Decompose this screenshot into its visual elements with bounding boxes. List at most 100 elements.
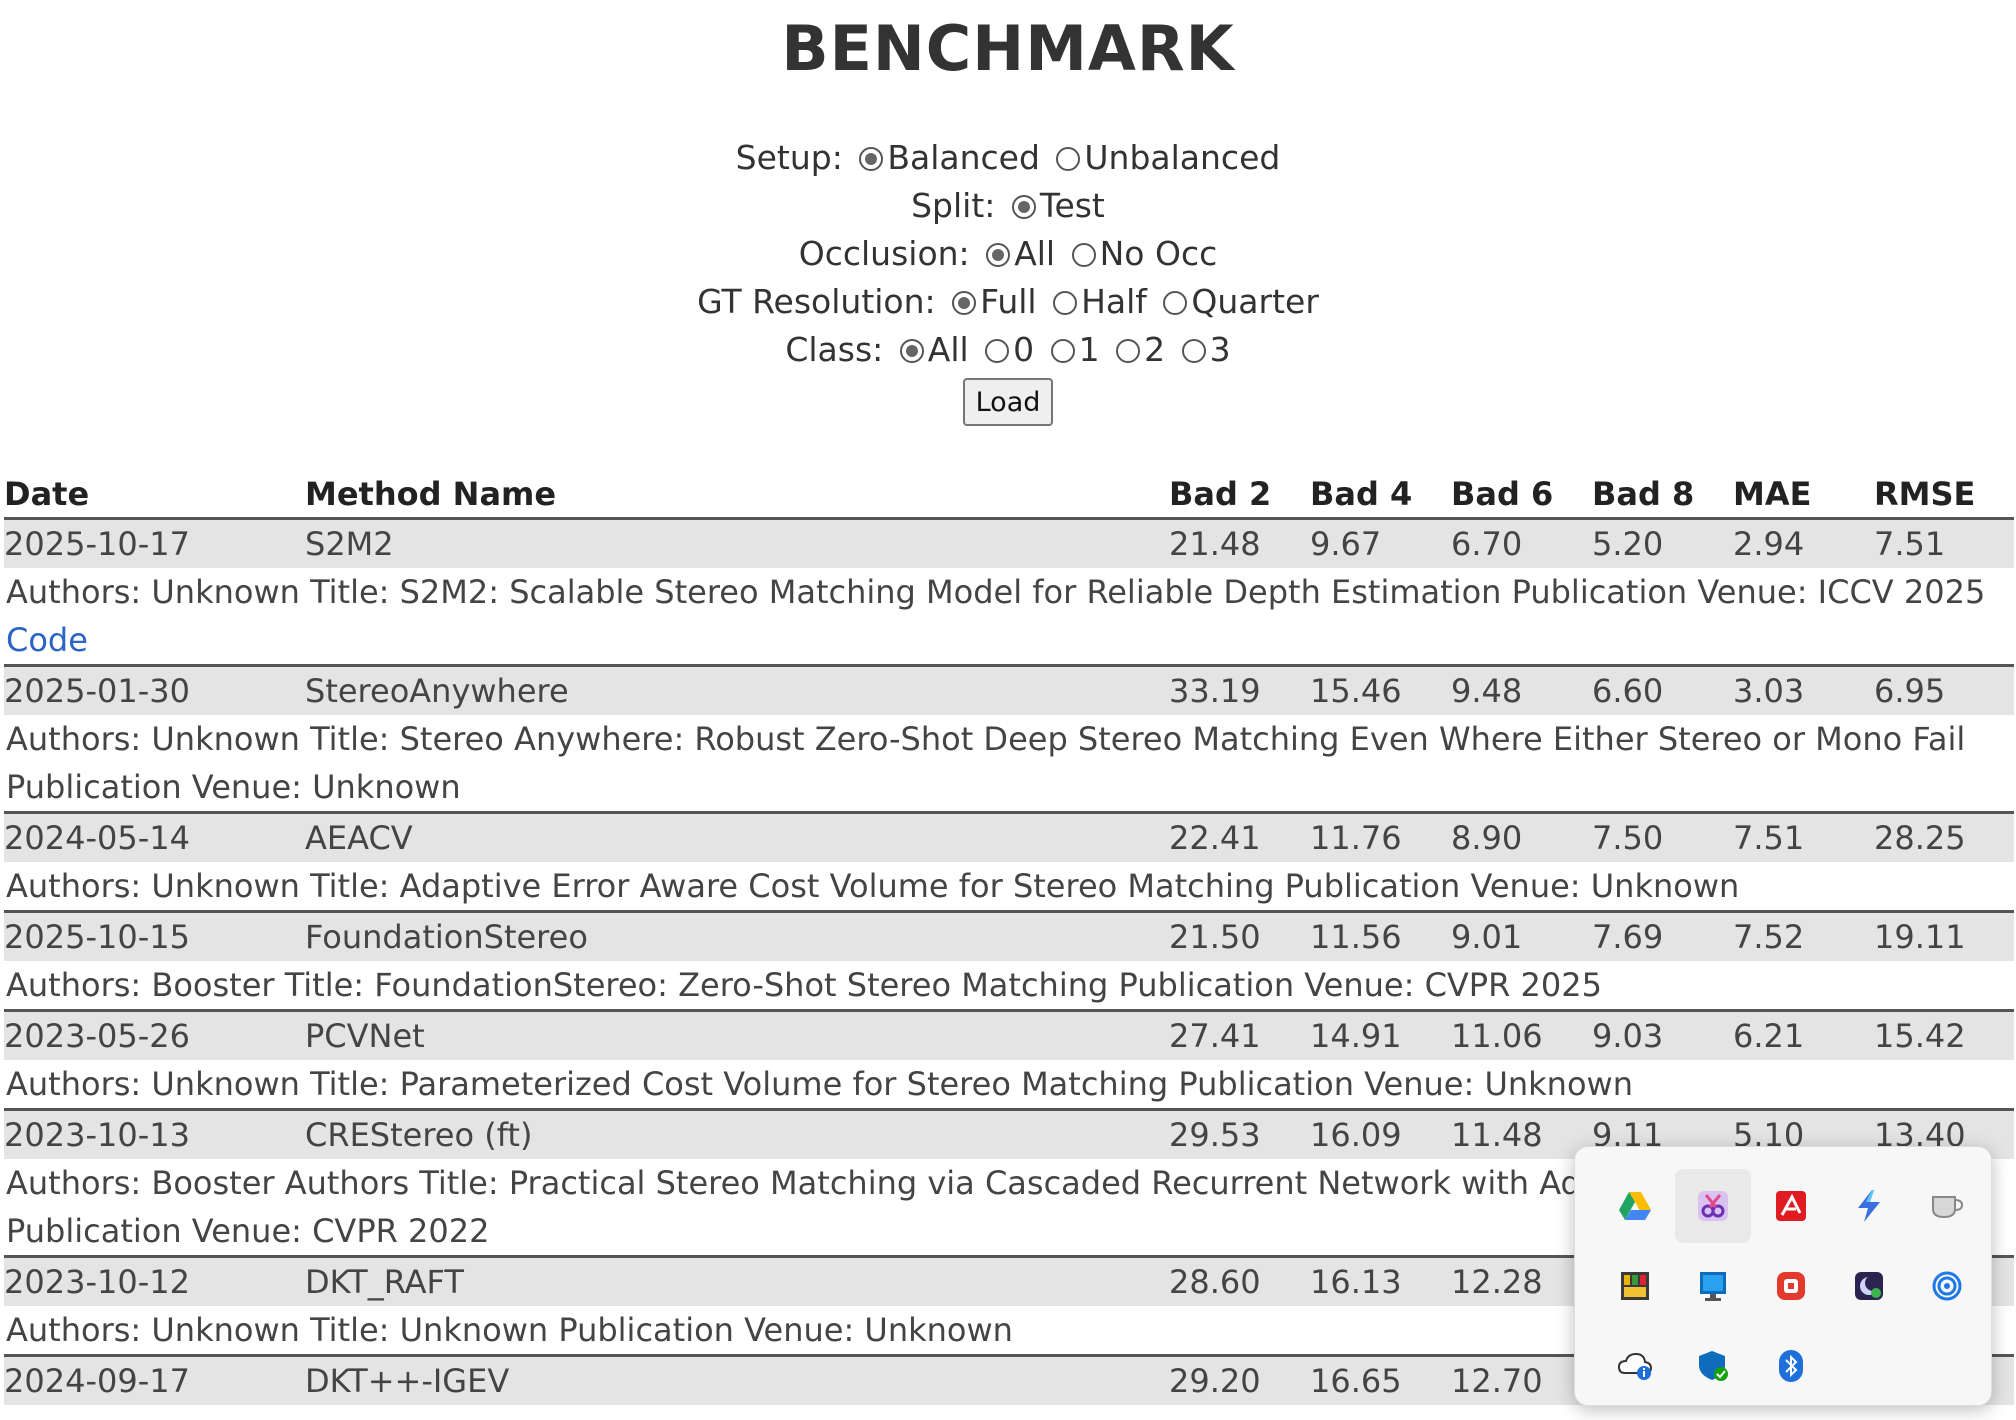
bad6-cell: 8.90 [1451,819,1523,857]
cloud-info-icon[interactable] [1597,1329,1673,1403]
class-all-label: All [927,330,969,369]
details-text: Authors: Unknown Title: Stereo Anywhere:… [6,720,1966,806]
monitor-app-icon[interactable] [1675,1249,1751,1323]
occlusion-all-radio[interactable] [986,243,1011,267]
bad6-cell: 11.48 [1451,1116,1543,1154]
code-link[interactable]: Code [6,621,88,659]
split-label: Split: [911,186,996,225]
rmse-cell: 19.11 [1874,918,1966,956]
bad8-cell: 7.50 [1592,819,1664,857]
bad6-cell: 12.70 [1451,1362,1543,1400]
class-all-radio[interactable] [899,339,924,363]
mae-cell: 2.94 [1733,525,1805,563]
method-name-cell: PCVNet [305,1017,425,1055]
gt-quarter-radio[interactable] [1163,291,1188,315]
date-cell: 2024-05-14 [4,819,190,857]
bad2-cell: 29.53 [1169,1116,1261,1154]
bad2-cell: 27.41 [1169,1017,1261,1055]
date-cell: 2024-09-17 [4,1362,190,1400]
date-cell: 2025-10-17 [4,525,190,563]
bluetooth-icon[interactable] [1753,1329,1829,1403]
setup-unbalanced-radio[interactable] [1056,147,1081,171]
row-details: Authors: Unknown Title: Adaptive Error A… [4,862,2014,913]
setup-label: Setup: [735,138,843,177]
date-cell: 2023-05-26 [4,1017,190,1055]
table-row: 2025-10-17 S2M2 21.48 9.67 6.70 5.20 2.9… [4,520,2014,568]
gt-quarter-label: Quarter [1191,282,1319,321]
date-cell: 2023-10-12 [4,1263,190,1301]
bad2-cell: 22.41 [1169,819,1261,857]
filter-controls: Setup: Balanced Unbalanced Split: Test O… [0,134,2016,426]
table-header: Date Method Name Bad 2 Bad 4 Bad 6 Bad 8… [4,468,2014,520]
row-details: Authors: Unknown Title: Parameterized Co… [4,1060,2014,1111]
setup-row: Setup: Balanced Unbalanced [0,134,2016,182]
split-test-radio[interactable] [1011,195,1036,219]
table-row: 2024-05-14 AEACV 22.41 11.76 8.90 7.50 7… [4,814,2014,862]
bad6-cell: 9.48 [1451,672,1523,710]
setup-balanced-radio[interactable] [859,147,884,171]
mae-cell: 7.51 [1733,819,1805,857]
header-bad6: Bad 6 [1451,475,1554,513]
class-0-radio[interactable] [985,339,1010,363]
rmse-cell: 6.95 [1874,672,1946,710]
occlusion-all-label: All [1014,234,1056,273]
setup-unbalanced-label: Unbalanced [1084,138,1281,177]
rmse-cell: 15.42 [1874,1017,1966,1055]
security-shield-icon[interactable] [1753,1169,1829,1243]
load-button[interactable]: Load [963,378,1053,426]
date-cell: 2023-10-13 [4,1116,190,1154]
details-text: Authors: Unknown Title: Parameterized Co… [6,1065,1633,1103]
bad6-cell: 9.01 [1451,918,1523,956]
gt-resolution-label: GT Resolution: [697,282,936,321]
snipping-tool-icon[interactable] [1675,1169,1751,1243]
windows-security-icon[interactable] [1675,1329,1751,1403]
spiral-app-icon[interactable] [1909,1249,1985,1323]
bad4-cell: 16.09 [1310,1116,1402,1154]
date-cell: 2025-10-15 [4,918,190,956]
coffee-cup-icon[interactable] [1909,1169,1985,1243]
night-owl-app-icon[interactable] [1831,1249,1907,1323]
color-palette-app-icon[interactable] [1597,1249,1673,1323]
rmse-cell: 28.25 [1874,819,1966,857]
bad4-cell: 11.76 [1310,819,1402,857]
split-row: Split: Test [0,182,2016,230]
row-details: Authors: Unknown Title: Stereo Anywhere:… [4,715,2014,814]
row-details: Authors: Booster Authors Title: Practica… [4,1159,2014,1258]
class-1-radio[interactable] [1050,339,1075,363]
bad4-cell: 15.46 [1310,672,1402,710]
header-bad4: Bad 4 [1310,475,1413,513]
mae-cell: 6.21 [1733,1017,1805,1055]
details-text: Authors: Unknown Title: Unknown Publicat… [6,1311,1013,1349]
gt-half-radio[interactable] [1053,291,1078,315]
system-tray-flyout [1574,1146,1992,1406]
bad2-cell: 21.50 [1169,918,1261,956]
row-details: Authors: Unknown Title: S2M2: Scalable S… [4,568,2014,667]
details-text: Authors: Unknown Title: S2M2: Scalable S… [6,573,1986,611]
split-test-label: Test [1039,186,1105,225]
bad8-cell: 5.20 [1592,525,1664,563]
class-2-radio[interactable] [1116,339,1141,363]
bad2-cell: 21.48 [1169,525,1261,563]
gt-full-radio[interactable] [952,291,977,315]
red-app-icon[interactable] [1753,1249,1829,1323]
mae-cell: 3.03 [1733,672,1805,710]
occlusion-noocc-radio[interactable] [1071,243,1096,267]
class-1-label: 1 [1078,330,1100,369]
class-row: Class: All 0 1 2 3 [0,326,2016,374]
header-bad8: Bad 8 [1592,475,1695,513]
header-bad2: Bad 2 [1169,475,1272,513]
benchmark-table: Date Method Name Bad 2 Bad 4 Bad 6 Bad 8… [4,468,2014,1405]
details-text: Authors: Booster Title: FoundationStereo… [6,966,1602,1004]
bad8-cell: 7.69 [1592,918,1664,956]
details-text-venue: Publication Venue: CVPR 2022 [6,1212,490,1250]
method-name-cell: StereoAnywhere [305,672,569,710]
details-text: Authors: Unknown Title: Adaptive Error A… [6,867,1740,905]
method-name-cell: FoundationStereo [305,918,588,956]
bad2-cell: 29.20 [1169,1362,1261,1400]
bad2-cell: 28.60 [1169,1263,1261,1301]
class-label: Class: [785,330,884,369]
lightning-app-icon[interactable] [1831,1169,1907,1243]
bad6-cell: 12.28 [1451,1263,1543,1301]
google-drive-icon[interactable] [1597,1169,1673,1243]
class-3-radio[interactable] [1181,339,1206,363]
